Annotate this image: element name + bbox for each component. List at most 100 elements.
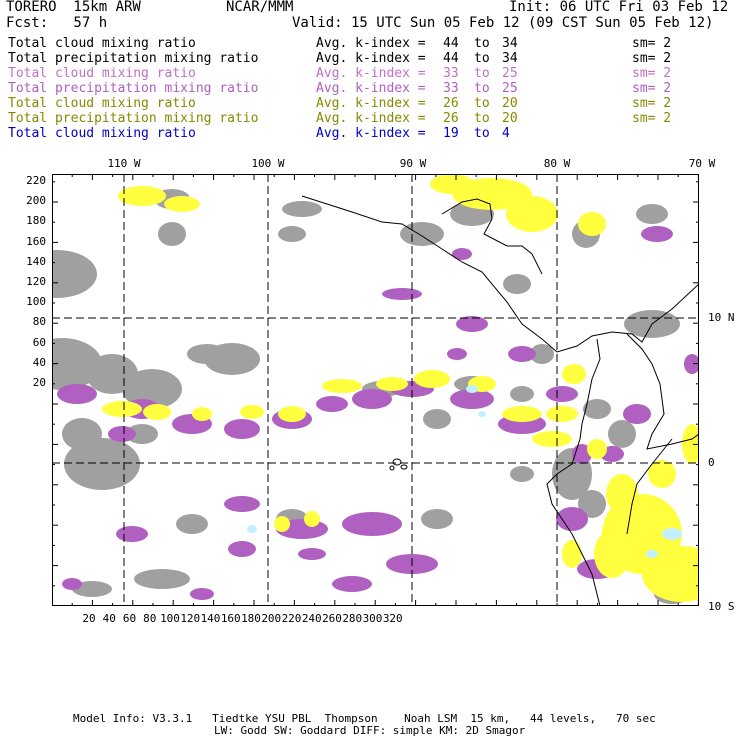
legend-sm: sm= 2 bbox=[632, 66, 672, 81]
legend-sm: sm= 2 bbox=[632, 111, 672, 126]
cloud-yellow bbox=[304, 511, 320, 527]
x-tick-label: 120 bbox=[180, 612, 201, 625]
x-tick-label: 20 bbox=[82, 612, 96, 625]
lat-label: 10 S bbox=[708, 600, 735, 613]
cloud-yellow bbox=[414, 370, 450, 388]
cloud-yellow bbox=[322, 379, 362, 393]
precip-purple bbox=[508, 346, 536, 362]
cloud-cyan bbox=[478, 411, 486, 417]
x-tick-label: 220 bbox=[281, 612, 302, 625]
legend-kindex: Avg. k-index = bbox=[316, 36, 426, 51]
legend-to: to bbox=[474, 36, 490, 51]
precip-purple bbox=[623, 404, 651, 424]
cloud-yellow bbox=[143, 404, 171, 420]
cloud-yellow bbox=[578, 212, 606, 236]
coastline bbox=[301, 195, 699, 353]
precip-purple bbox=[190, 588, 214, 600]
legend-sm: sm= 2 bbox=[632, 96, 672, 111]
cloud-yellow bbox=[546, 406, 578, 422]
legend-end: 20 bbox=[502, 111, 518, 126]
init-time: Init: 06 UTC Fri 03 Feb 12 bbox=[509, 0, 729, 15]
cloud-yellow bbox=[376, 377, 408, 391]
legend-sm: sm= 2 bbox=[632, 36, 672, 51]
cloud-yellow bbox=[682, 424, 699, 464]
y-tick-label: 100 bbox=[26, 295, 46, 309]
precip-purple bbox=[62, 578, 82, 590]
cloud-gray bbox=[62, 418, 102, 450]
precip-purple bbox=[556, 507, 588, 531]
model-name: TORERO 15km ARW bbox=[6, 0, 141, 15]
lat-label: 0 bbox=[708, 456, 715, 469]
legend-from: 33 bbox=[443, 66, 459, 81]
legend-sm: sm= 2 bbox=[632, 81, 672, 96]
cloud-yellow bbox=[648, 460, 676, 488]
legend-to: to bbox=[474, 81, 490, 96]
coastline bbox=[626, 333, 699, 450]
cloud-gray bbox=[530, 344, 554, 364]
precip-purple bbox=[228, 541, 256, 557]
precip-purple bbox=[224, 419, 260, 439]
cloud-yellow bbox=[278, 406, 306, 422]
precip-purple bbox=[332, 576, 372, 592]
precip-purple bbox=[116, 526, 148, 542]
y-tick-label: 220 bbox=[26, 174, 46, 187]
legend-end: 25 bbox=[502, 66, 518, 81]
cloud-cyan bbox=[247, 525, 257, 533]
cloud-yellow bbox=[274, 516, 290, 532]
legend-end: 20 bbox=[502, 96, 518, 111]
cloud-gray bbox=[583, 399, 611, 419]
legend-to: to bbox=[474, 126, 490, 141]
island bbox=[400, 464, 408, 470]
forecast-map bbox=[52, 174, 699, 606]
cloud-gray bbox=[158, 222, 186, 246]
cloud-gray bbox=[503, 274, 531, 294]
cloud-gray bbox=[400, 222, 444, 246]
cloud-gray bbox=[608, 420, 636, 448]
x-tick-label: 200 bbox=[261, 612, 282, 625]
model-info: Model Info: V3.3.1 Tiedtke YSU PBL Thomp… bbox=[73, 712, 656, 725]
cloud-yellow bbox=[587, 439, 607, 459]
cloud-gray bbox=[72, 581, 112, 597]
cloud-gray bbox=[187, 344, 227, 364]
precip-purple bbox=[452, 248, 472, 260]
x-tick-label: 100 bbox=[160, 612, 180, 625]
precip-purple bbox=[316, 396, 348, 412]
island bbox=[392, 458, 402, 466]
cloud-gray bbox=[423, 409, 451, 429]
legend-from: 26 bbox=[443, 96, 459, 111]
cloud-gray bbox=[278, 226, 306, 242]
precip-purple bbox=[382, 288, 422, 300]
x-tick-label: 80 bbox=[143, 612, 157, 625]
cloud-yellow bbox=[606, 474, 638, 514]
coastline bbox=[441, 198, 543, 275]
cloud-gray bbox=[126, 424, 158, 444]
cloud-yellow bbox=[192, 407, 212, 421]
lon-label: 70 W bbox=[688, 157, 716, 170]
legend-to: to bbox=[474, 96, 490, 111]
x-tick-label: 40 bbox=[102, 612, 116, 625]
precip-purple bbox=[456, 316, 488, 332]
cloud-cyan bbox=[662, 528, 682, 540]
legend-from: 19 bbox=[443, 126, 459, 141]
x-tick-label: 300 bbox=[362, 612, 383, 625]
legend-field: Total cloud mixing ratio bbox=[8, 66, 196, 81]
cloud-yellow bbox=[240, 405, 264, 419]
x-tick-label: 240 bbox=[301, 612, 322, 625]
lon-label: 100 W bbox=[251, 157, 285, 170]
lon-label: 80 W bbox=[543, 157, 571, 170]
x-tick-label: 160 bbox=[220, 612, 241, 625]
precip-purple bbox=[447, 348, 467, 360]
y-tick-label: 120 bbox=[26, 275, 46, 288]
cloud-yellow bbox=[430, 174, 474, 194]
legend-to: to bbox=[474, 66, 490, 81]
coastline bbox=[626, 438, 673, 535]
cloud-yellow bbox=[506, 196, 558, 232]
precip-purple bbox=[641, 226, 673, 242]
cloud-gray bbox=[578, 490, 606, 518]
y-tick-label: 20 bbox=[32, 376, 46, 389]
cloud-gray bbox=[122, 369, 182, 409]
cloud-yellow bbox=[594, 530, 630, 578]
legend-end: 34 bbox=[502, 36, 518, 51]
y-tick-label: 180 bbox=[26, 214, 46, 228]
legend-from: 44 bbox=[443, 36, 459, 51]
